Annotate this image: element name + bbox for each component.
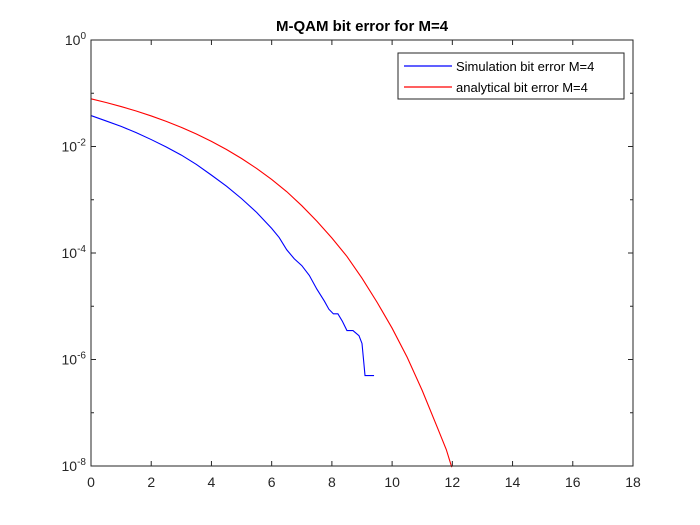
legend-label-simulation: Simulation bit error M=4 <box>456 59 594 74</box>
y-tick-base: 10 <box>62 352 78 368</box>
x-tick-label: 6 <box>268 474 276 490</box>
y-tick-label: 10-6 <box>62 351 87 368</box>
y-tick-base: 10 <box>62 139 78 155</box>
y-tick-base: 10 <box>62 458 78 474</box>
x-tick-label: 4 <box>208 474 216 490</box>
x-tick-label: 14 <box>505 474 521 490</box>
y-tick-exponent: -8 <box>77 457 86 468</box>
series-layer <box>90 98 453 468</box>
y-tick-label: 100 <box>65 31 87 48</box>
x-tick-label: 16 <box>565 474 581 490</box>
y-tick-exponent: -4 <box>77 244 86 255</box>
y-tick-base: 10 <box>65 32 81 48</box>
y-tick-exponent: -2 <box>77 138 86 149</box>
y-tick-label: 10-8 <box>62 457 87 474</box>
y-tick-label: 10-2 <box>62 138 87 155</box>
chart-title: M-QAM bit error for M=4 <box>276 18 449 35</box>
x-tick-label: 18 <box>625 474 641 490</box>
plot-area <box>91 40 633 466</box>
x-axis: 0 2 4 6 8 10 12 14 16 18 <box>87 40 641 490</box>
x-tick-label: 10 <box>384 474 400 490</box>
series-line-1 <box>90 98 453 468</box>
x-tick-label: 8 <box>328 474 336 490</box>
legend: Simulation bit error M=4 analytical bit … <box>397 52 625 100</box>
x-tick-label: 12 <box>445 474 461 490</box>
y-tick-exponent: -6 <box>77 351 86 362</box>
series-line-0 <box>90 115 375 377</box>
y-tick-label: 10-4 <box>62 244 87 261</box>
legend-label-analytical: analytical bit error M=4 <box>456 80 588 95</box>
x-tick-label: 2 <box>147 474 155 490</box>
legend-box <box>397 52 625 100</box>
x-tick-label: 0 <box>87 474 95 490</box>
y-tick-exponent: 0 <box>80 31 86 42</box>
y-tick-base: 10 <box>62 245 78 261</box>
